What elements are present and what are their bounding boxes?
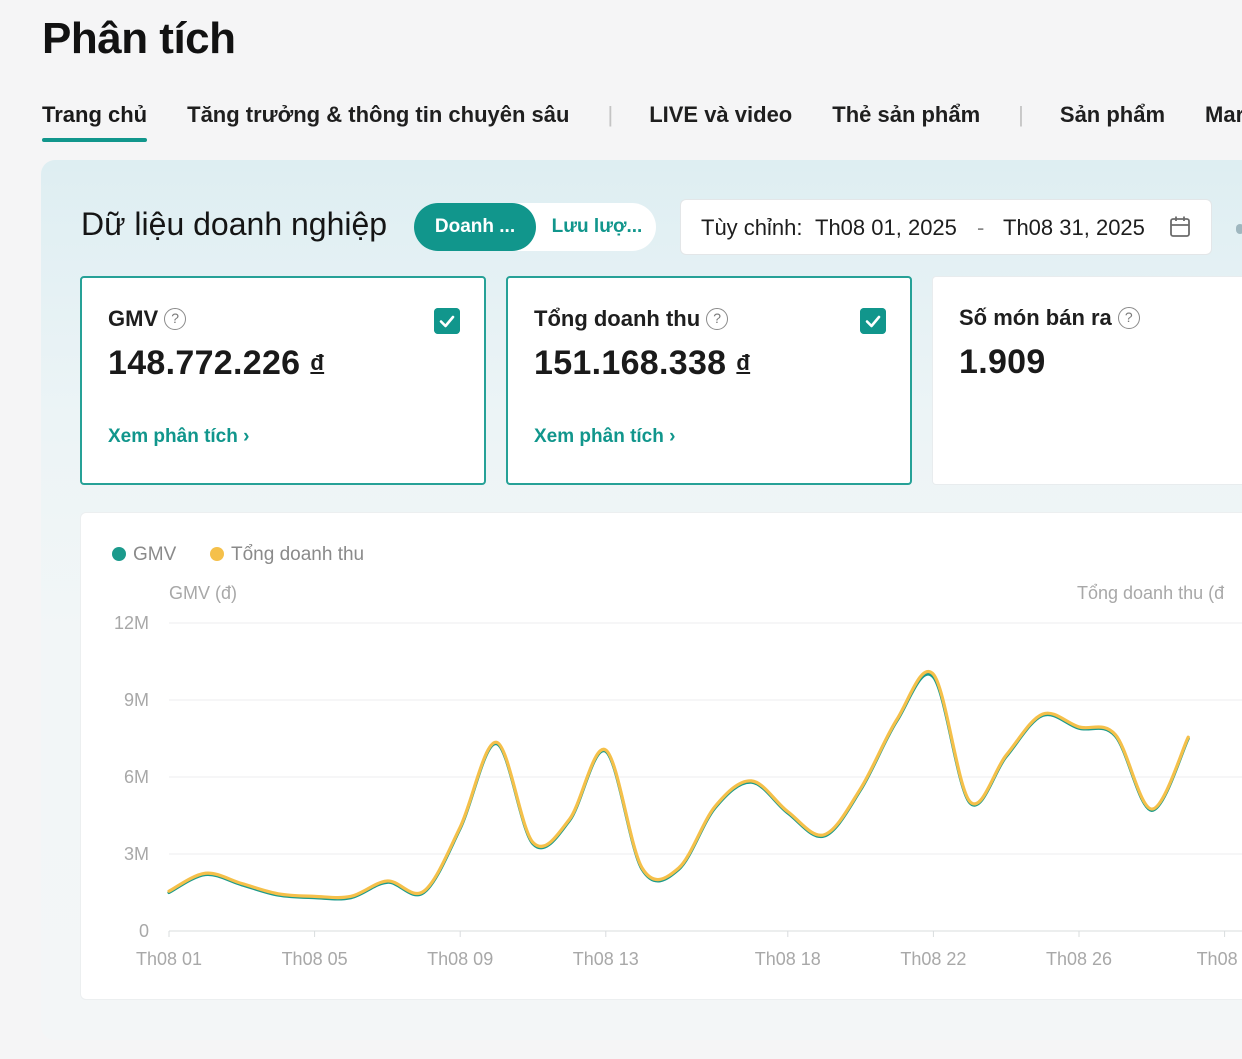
tab-divider: |	[607, 102, 614, 127]
metric-label-text: Tổng doanh thu	[534, 306, 701, 331]
currency-symbol: đ	[310, 350, 325, 375]
y-axis-title-right: Tổng doanh thu (đ	[1077, 583, 1224, 603]
tab-products[interactable]: Sản phẩm	[1059, 102, 1166, 127]
currency-symbol: đ	[736, 350, 751, 375]
series-line-total-revenue	[167, 670, 1190, 900]
tab-divider: |	[1018, 102, 1024, 127]
metric-card-items-sold[interactable]: Số món bán ra ? 1.909	[932, 276, 1242, 485]
page-title: Phân tích	[42, 14, 236, 63]
checkbox-checked-icon[interactable]	[434, 308, 460, 334]
help-icon[interactable]: ?	[164, 308, 187, 330]
metric-value-number: 1.909	[959, 343, 1046, 381]
series-line-gmv	[167, 672, 1190, 901]
metric-label: GMV ?	[108, 306, 187, 332]
x-tick-label: Th08 05	[282, 949, 348, 969]
date-range-start[interactable]: Th08 01, 2025	[815, 215, 957, 240]
legend-swatch	[210, 547, 224, 561]
help-icon[interactable]: ?	[706, 308, 729, 330]
x-tick-label: Th08 3	[1197, 949, 1242, 969]
x-tick-label: Th08 18	[755, 949, 821, 969]
y-tick-label: 12M	[114, 613, 149, 633]
y-tick-label: 0	[139, 921, 149, 941]
tab-marketing[interactable]: Mark	[1205, 102, 1242, 127]
x-tick-label: Th08 09	[427, 949, 493, 969]
trend-chart: 0 3M 6M 9M 12M Th08 01 Th08 05 Th08 09 Th08 13 Th…	[80, 512, 1242, 1000]
date-range-separator: -	[977, 215, 985, 240]
toggle-revenue[interactable]: Doanh ...	[414, 203, 536, 251]
date-range-end[interactable]: Th08 31, 2025	[1003, 215, 1145, 240]
legend-swatch	[112, 547, 126, 561]
main-tabs: Trang chủ Tăng trưởng & thông tin chuyên…	[42, 100, 1242, 142]
view-analysis-link[interactable]: Xem phân tích ›	[534, 426, 676, 447]
data-type-toggle: Doanh ... Lưu lượ...	[414, 203, 656, 251]
x-tick-label: Th08 22	[900, 949, 966, 969]
x-tick-label: Th08 01	[136, 949, 202, 969]
y-tick-label: 9M	[124, 690, 149, 710]
metric-label: Tổng doanh thu ?	[534, 306, 729, 332]
checkbox-checked-icon[interactable]	[860, 308, 886, 334]
metric-label-text: GMV	[108, 306, 159, 331]
tab-live-video[interactable]: LIVE và video	[649, 102, 793, 127]
metric-card-gmv[interactable]: GMV ? 148.772.226 đ Xem phân tích ›	[80, 276, 486, 485]
metric-label: Số món bán ra ?	[959, 305, 1140, 331]
y-axis-title-left: GMV (đ)	[169, 583, 237, 603]
legend-label: GMV	[133, 544, 177, 565]
metric-value-number: 151.168.338	[534, 344, 727, 382]
more-options-icon[interactable]	[1236, 224, 1242, 234]
y-tick-label: 3M	[124, 844, 149, 864]
tab-product-card[interactable]: Thẻ sản phẩm	[832, 102, 981, 127]
metric-value: 148.772.226 đ	[108, 344, 324, 383]
tab-home[interactable]: Trang chủ	[42, 100, 148, 142]
line-chart: 0 3M 6M 9M 12M Th08 01 Th08 05 Th08 09 Th08 13 Th…	[112, 544, 1242, 969]
metric-value: 151.168.338 đ	[534, 344, 750, 383]
y-tick-label: 6M	[124, 767, 149, 787]
tab-growth-insights[interactable]: Tăng trưởng & thông tin chuyên sâu	[187, 102, 570, 127]
view-analysis-link[interactable]: Xem phân tích ›	[108, 426, 250, 447]
x-tick-label: Th08 26	[1046, 949, 1112, 969]
metric-value-number: 148.772.226	[108, 344, 301, 382]
date-range-prefix: Tùy chỉnh:	[701, 215, 803, 240]
metric-label-text: Số món bán ra	[959, 305, 1112, 330]
metric-card-total-revenue[interactable]: Tổng doanh thu ? 151.168.338 đ Xem phân t…	[506, 276, 912, 485]
date-range-picker[interactable]: Tùy chỉnh: Th08 01, 2025 - Th08 31, 2025	[680, 199, 1212, 255]
section-title: Dữ liệu doanh nghiệp	[81, 206, 388, 242]
x-tick-label: Th08 13	[573, 949, 639, 969]
metric-value: 1.909	[959, 343, 1046, 382]
legend-label: Tổng doanh thu	[231, 544, 364, 565]
toggle-traffic[interactable]: Lưu lượ...	[551, 216, 643, 237]
help-icon[interactable]: ?	[1117, 307, 1140, 329]
calendar-icon[interactable]	[1169, 215, 1191, 239]
